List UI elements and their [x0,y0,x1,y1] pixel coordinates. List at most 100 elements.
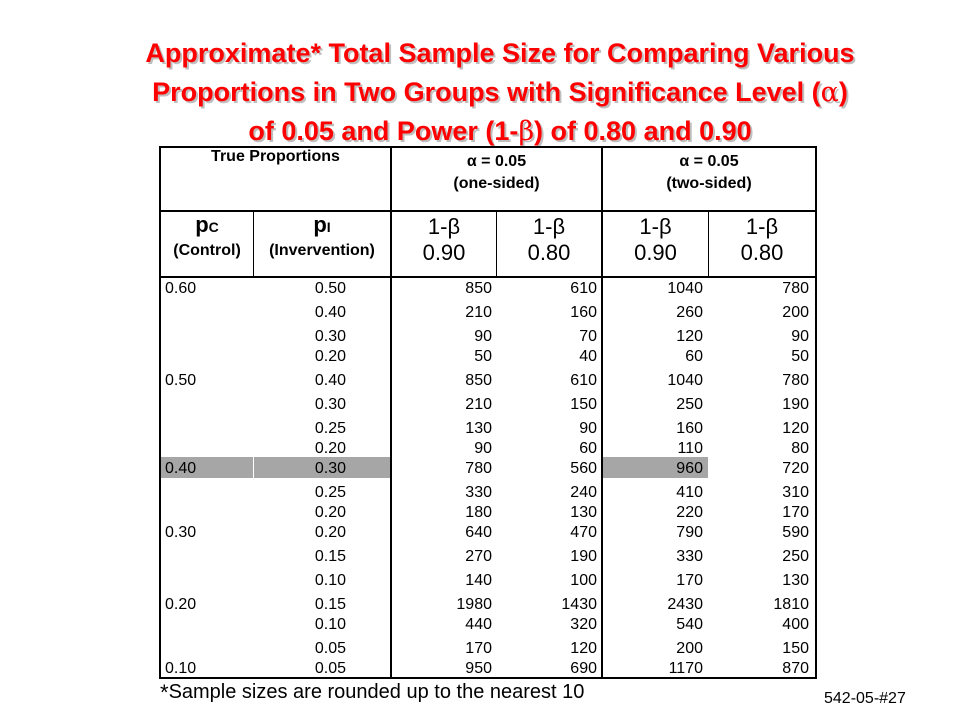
border-left [159,146,161,679]
header-true-proportions: True Proportions [211,148,340,165]
cell-sample-size: 270 [465,548,492,565]
cell-pi: 0.30 [314,396,346,413]
cell-pc: 0.40 [165,460,197,477]
cell-sample-size: 170 [465,640,492,657]
cell-sample-size: 330 [465,484,492,501]
cell-pi: 0.20 [314,504,346,521]
cell-sample-size: 590 [782,524,809,541]
cell-sample-size: 470 [570,524,597,541]
cell-sample-size: 110 [677,440,703,457]
cell-sample-size: 720 [782,460,809,477]
cell-sample-size: 130 [570,504,597,521]
cell-sample-size: 690 [570,660,597,677]
cell-sample-size: 210 [465,396,492,413]
cell-pi: 0.20 [314,348,346,365]
divider-two-sided [708,211,709,277]
cell-sample-size: 50 [474,348,492,365]
header-one-sided-alpha: α = 0.05 [466,153,527,170]
cell-sample-size: 190 [782,396,809,413]
cell-sample-size: 130 [465,420,492,437]
cell-sample-size: 260 [676,304,703,321]
cell-sample-size: 250 [782,548,809,565]
cell-sample-size: 150 [570,396,597,413]
cell-sample-size: 210 [465,304,492,321]
cell-sample-size: 180 [465,504,492,521]
cell-pi: 0.40 [314,372,346,389]
highlight-960 [603,457,708,478]
header-power-col-1: 1-β 0.90 [422,214,466,265]
cell-sample-size: 560 [570,460,597,477]
header-one-sided-label: (one-sided) [453,175,540,192]
cell-pi: 0.30 [314,460,346,477]
cell-sample-size: 50 [791,348,809,365]
cell-pi: 0.10 [314,616,346,633]
cell-sample-size: 1170 [668,660,703,677]
table-bottom-border [160,677,816,679]
title-line-1: Approximate* Total Sample Size for Compa… [145,38,855,68]
cell-sample-size: 250 [676,396,703,413]
cell-pc: 0.10 [165,660,197,677]
cell-pc: 0.20 [165,596,197,613]
alpha-symbol: α [820,77,839,108]
table-top-border [160,146,816,148]
cell-sample-size: 610 [570,372,597,389]
cell-sample-size: 140 [465,572,492,589]
cell-sample-size: 60 [579,440,597,457]
cell-sample-size: 1980 [456,596,492,613]
cell-sample-size: 540 [676,616,703,633]
cell-sample-size: 240 [570,484,597,501]
cell-sample-size: 70 [579,328,597,345]
cell-sample-size: 200 [782,304,809,321]
cell-sample-size: 610 [570,280,597,297]
cell-sample-size: 950 [465,660,492,677]
footnote-asterisk: * [160,680,169,705]
cell-pc: 0.60 [165,280,197,297]
divider-pc-pi [253,211,254,277]
cell-sample-size: 850 [465,280,492,297]
cell-sample-size: 200 [676,640,703,657]
cell-sample-size: 410 [676,484,703,501]
cell-pi: 0.25 [314,420,346,437]
cell-sample-size: 90 [579,420,597,437]
cell-pi: 0.20 [314,440,346,457]
title-line-2: Proportions in Two Groups with Significa… [152,77,848,108]
cell-sample-size: 850 [465,372,492,389]
cell-sample-size: 160 [676,420,703,437]
header-power-col-3: 1-β 0.90 [634,214,677,265]
cell-sample-size: 780 [465,460,492,477]
cell-sample-size: 190 [570,548,597,565]
slide-id: 542-05-#27 [824,690,906,707]
divider-one-sided [496,211,497,277]
cell-sample-size: 220 [676,504,703,521]
cell-sample-size: 1040 [667,372,703,389]
cell-pi: 0.15 [314,548,346,565]
cell-sample-size: 330 [676,548,703,565]
cell-sample-size: 170 [676,572,703,589]
beta-symbol: β [518,116,535,147]
cell-pi: 0.05 [314,660,346,677]
cell-sample-size: 170 [782,504,809,521]
cell-sample-size: 90 [791,328,809,345]
cell-sample-size: 120 [570,640,597,657]
header-pi-label: (Invervention) [269,242,375,259]
divider-sides-left [390,146,392,679]
header-pc-label: (Control) [173,242,241,259]
cell-sample-size: 90 [474,328,492,345]
cell-pi: 0.40 [314,304,346,321]
cell-sample-size: 130 [782,572,809,589]
cell-sample-size: 780 [782,372,809,389]
cell-sample-size: 150 [782,640,809,657]
cell-sample-size: 640 [465,524,492,541]
cell-sample-size: 320 [570,616,597,633]
cell-pi: 0.05 [314,640,346,657]
cell-sample-size: 120 [782,420,809,437]
header-two-sided-label: (two-sided) [666,175,752,192]
cell-pi: 0.25 [314,484,346,501]
cell-sample-size: 60 [685,348,703,365]
header-power-col-2: 1-β 0.80 [527,214,571,265]
cell-sample-size: 870 [782,660,809,677]
highlight-pc-040 [161,457,253,478]
footnote-text: Sample sizes are rounded up to the neare… [168,681,585,703]
slide-title: Approximate* Total Sample Size for Compa… [40,34,960,151]
cell-pc: 0.50 [165,372,197,389]
